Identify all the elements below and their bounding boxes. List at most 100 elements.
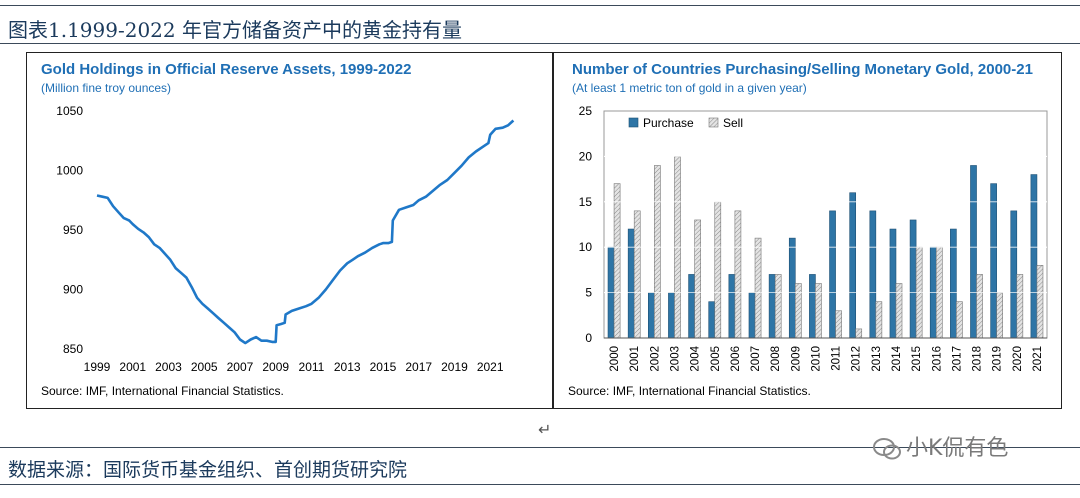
purchase-bar	[728, 274, 736, 339]
purchase-bar	[688, 274, 695, 339]
purchase-bar	[627, 228, 635, 339]
purchase-bar	[768, 274, 776, 339]
x-tick-label: 2010	[810, 346, 822, 372]
right-chart-title: Number of Countries Purchasing/Selling M…	[572, 61, 1033, 78]
y-tick-label: 900	[63, 283, 83, 297]
left-chart-subtitle: (Million fine troy ounces)	[41, 81, 172, 95]
x-tick-label: 2009	[790, 346, 802, 372]
purchase-bar	[970, 165, 977, 339]
x-tick-label: 2002	[649, 346, 661, 372]
right-chart-source: Source: IMF, International Financial Sta…	[568, 384, 811, 398]
left-chart-panel: Gold Holdings in Official Reserve Assets…	[26, 52, 553, 409]
header-top-rule	[0, 5, 1080, 6]
y-tick-label: 0	[585, 331, 592, 345]
sell-bar	[654, 165, 661, 339]
x-tick-label: 2007	[750, 346, 762, 372]
purchase-bar	[1030, 174, 1038, 339]
x-tick-label: 2004	[690, 345, 702, 371]
y-tick-label: 15	[579, 195, 593, 209]
purchase-bar	[990, 183, 997, 339]
x-tick-label: 2015	[370, 360, 397, 374]
x-tick-label: 2001	[119, 360, 146, 374]
purchase-bar	[849, 192, 857, 339]
x-tick-label: 2021	[1032, 346, 1044, 372]
gold-holdings-line-chart: 850 900 950 1000 1050 1999 2001 2003 2005 2007 200…	[56, 104, 515, 374]
right-chart-subtitle: (At least 1 metric ton of gold in a give…	[572, 81, 807, 95]
purchase-bar	[668, 292, 675, 339]
sell-bar	[996, 292, 1003, 339]
purchase-bar	[748, 292, 756, 339]
purchase-bar	[788, 237, 796, 339]
figure-title: 图表1.1999-2022 年官方储备资产中的黄金持有量	[8, 18, 462, 42]
y-tick-label: 1000	[56, 164, 83, 178]
footer-top-rule	[0, 447, 1080, 448]
sell-bar	[956, 301, 963, 339]
legend-purchase-swatch	[628, 117, 639, 128]
x-tick-label: 2013	[334, 360, 361, 374]
x-tick-label: 2015	[911, 346, 923, 372]
purchase-bar	[1010, 210, 1018, 339]
sell-bar	[875, 301, 883, 339]
purchase-bar	[889, 228, 897, 339]
sell-bar	[1016, 274, 1024, 339]
sell-bar	[835, 310, 842, 339]
x-tick-label: 2019	[441, 360, 468, 374]
x-tick-label: 2014	[891, 345, 903, 371]
sell-bar	[754, 237, 762, 339]
watermark: 小K侃有色	[872, 430, 1008, 462]
gold-holdings-line	[96, 119, 515, 345]
watermark-text: 小K侃有色	[906, 436, 1009, 461]
sell-bar	[895, 283, 903, 339]
sell-bar	[855, 328, 863, 339]
x-tick-label: 2008	[770, 346, 782, 372]
y-tick-label: 950	[63, 223, 83, 237]
sell-bar	[613, 183, 621, 339]
purchase-bar	[809, 274, 816, 339]
return-mark: ↵	[538, 420, 552, 439]
x-tick-label: 2006	[730, 346, 742, 372]
left-chart-title: Gold Holdings in Official Reserve Assets…	[41, 61, 412, 78]
right-chart-panel: Number of Countries Purchasing/Selling M…	[553, 52, 1062, 409]
y-tick-label: 25	[579, 104, 593, 118]
x-tick-label: 2017	[951, 346, 963, 372]
x-tick-label: 2001	[629, 346, 641, 372]
sell-bar	[714, 201, 722, 339]
x-tick-label: 2018	[972, 346, 984, 372]
sell-bar	[976, 274, 983, 339]
y-tick-label: 10	[579, 240, 593, 254]
legend-sell-label: Sell	[723, 116, 743, 130]
header-bottom-rule	[0, 43, 1080, 44]
purchase-bar	[909, 219, 917, 339]
purchase-bar	[869, 210, 877, 339]
x-tick-label: 2007	[227, 360, 254, 374]
x-tick-label: 2005	[710, 346, 722, 372]
purchase-bar	[648, 292, 655, 339]
figure-footer: 数据来源：国际货币基金组织、首创期货研究院	[8, 459, 408, 481]
y-tick-label: 1050	[56, 104, 83, 118]
countries-bar-chart: 0 5 10 15 20 25 2000 2001 2002 2003 2004 2005 2006 20…	[579, 104, 1048, 372]
y-tick-label: 850	[63, 342, 83, 356]
legend-sell-swatch	[708, 117, 719, 128]
sell-bar	[774, 274, 782, 339]
x-tick-label: 2021	[477, 360, 504, 374]
sell-bar	[815, 283, 822, 339]
x-tick-label: 2019	[992, 346, 1004, 372]
sell-bar	[1036, 265, 1044, 339]
x-tick-label: 2000	[609, 346, 621, 372]
purchase-bar	[950, 228, 957, 339]
x-tick-label: 2011	[299, 360, 325, 374]
y-tick-label: 5	[585, 286, 592, 300]
sell-bar	[734, 210, 742, 339]
x-tick-label: 2017	[405, 360, 432, 374]
x-tick-label: 2016	[931, 346, 943, 372]
x-tick-label: 2009	[262, 360, 289, 374]
purchase-bar	[708, 301, 716, 339]
wechat-icon	[873, 438, 901, 460]
x-tick-label: 2020	[1012, 346, 1024, 372]
x-tick-label: 2011	[831, 346, 843, 371]
x-tick-label: 2003	[155, 360, 182, 374]
sell-bar	[794, 283, 802, 339]
x-tick-label: 2012	[851, 346, 863, 372]
footer-bottom-rule	[0, 484, 1080, 485]
left-chart-source: Source: IMF, International Financial Sta…	[41, 384, 284, 398]
